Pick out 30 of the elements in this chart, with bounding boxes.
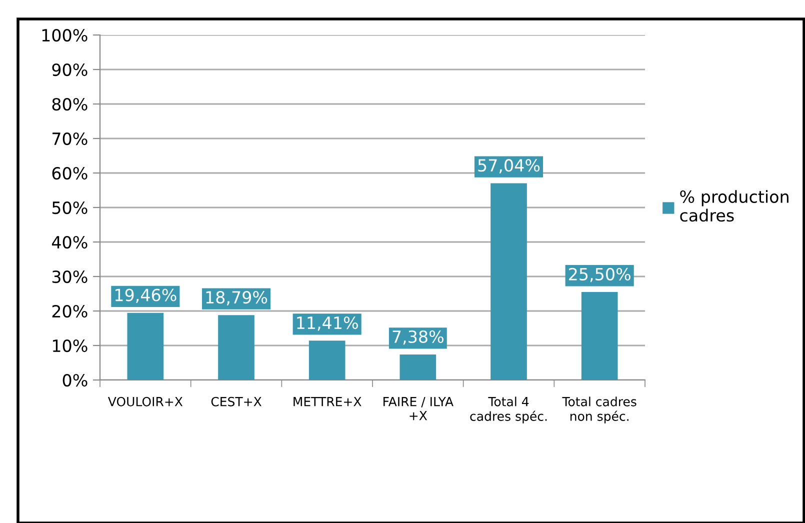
data-label: 7,38%	[392, 330, 444, 345]
y-tick-label: 50%	[52, 201, 88, 214]
data-label: 25,50%	[569, 268, 630, 282]
y-tick-label: 70%	[52, 132, 88, 146]
x-tick-label: METTRE+X	[294, 397, 362, 406]
y-tick-label: 10%	[52, 339, 88, 352]
bar	[308, 340, 346, 380]
legend-label: % production cadres	[680, 190, 788, 222]
bar	[218, 315, 254, 380]
y-tick-label: 90%	[52, 63, 88, 76]
data-label: 57,04%	[478, 159, 540, 174]
bar	[490, 183, 527, 380]
data-label: 18,79%	[206, 291, 268, 306]
x-tick-label: Total 4 cadres spéc.	[470, 396, 547, 424]
bar	[127, 312, 164, 380]
data-label: 11,41%	[297, 316, 358, 331]
y-tick-label: 60%	[52, 166, 88, 180]
x-tick-label: VOULOIR+X	[108, 396, 183, 406]
data-label: 19,46%	[115, 288, 176, 303]
y-tick-label: 20%	[52, 304, 88, 318]
y-tick-label: 30%	[52, 270, 88, 284]
x-tick-label: Total cadres non spéc.	[562, 396, 636, 424]
y-tick-label: 40%	[52, 236, 88, 249]
y-tick-label: 80%	[52, 98, 88, 111]
bar	[581, 292, 618, 380]
x-tick-label: FAIRE / ILYA +X	[384, 397, 454, 420]
x-tick-label: CEST+X	[211, 396, 262, 406]
y-tick-label: 100%	[42, 28, 88, 42]
y-tick-label: 0%	[62, 374, 88, 387]
bar	[400, 354, 436, 380]
